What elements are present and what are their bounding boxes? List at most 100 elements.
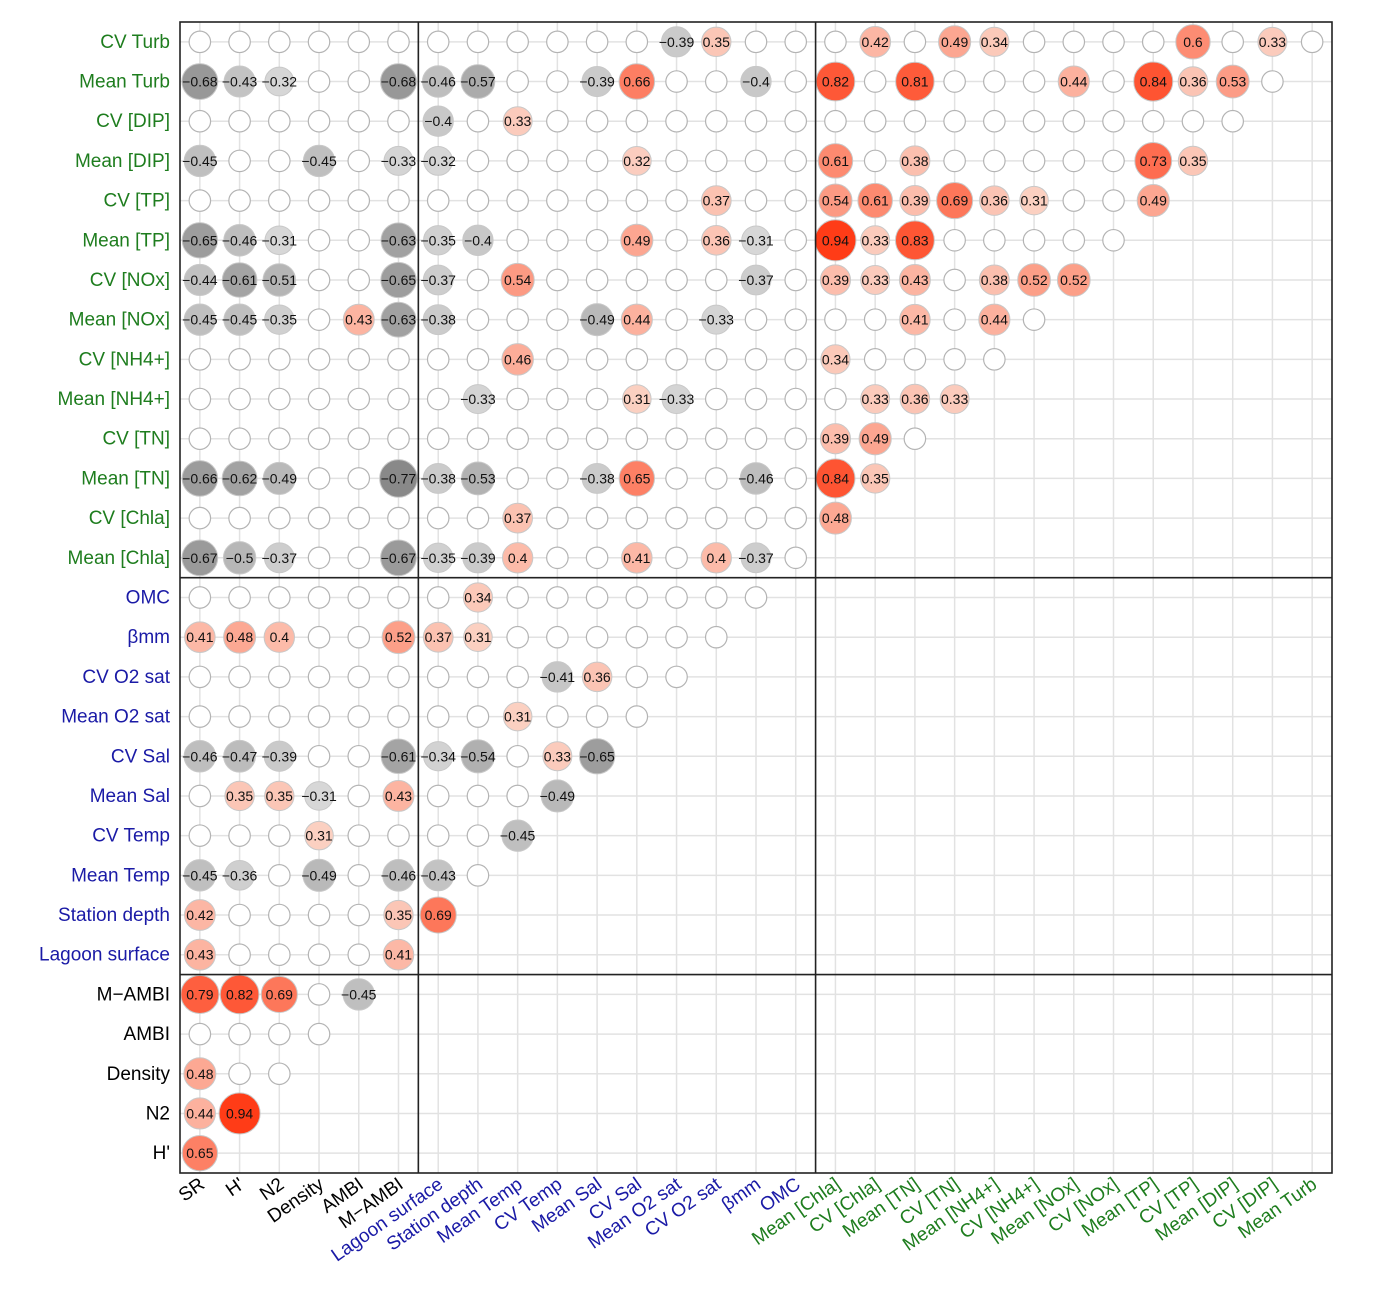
correlation-cell (307, 586, 331, 609)
empty-circle (665, 308, 688, 331)
correlation-cell (585, 387, 609, 411)
correlation-cell (784, 268, 808, 292)
empty-circle (665, 268, 688, 292)
value-label: 0.31 (623, 391, 650, 407)
empty-circle (1022, 109, 1046, 133)
y-label-cv-sal: CV Sal (111, 746, 170, 767)
correlation-cell: −0.39 (659, 26, 694, 58)
empty-circle (665, 189, 688, 212)
empty-circle (387, 665, 410, 689)
negative-circle (501, 819, 534, 852)
positive-circle (502, 106, 533, 137)
correlation-cell (784, 109, 808, 133)
correlation-cell (585, 228, 609, 252)
empty-circle (546, 387, 569, 411)
correlation-cell (267, 943, 291, 967)
empty-circle (347, 467, 371, 490)
empty-circle (784, 546, 808, 570)
value-label: −0.67 (182, 550, 218, 566)
correlation-cell (585, 348, 609, 371)
correlation-cell: 0.49 (858, 422, 892, 456)
correlation-cell: 0.84 (815, 458, 856, 499)
correlation-cell (1102, 30, 1125, 54)
correlation-cell (347, 228, 371, 252)
empty-circle (625, 268, 649, 292)
empty-circle (1102, 189, 1125, 212)
value-label: 0.65 (186, 1145, 213, 1161)
value-label: 0.94 (226, 1105, 253, 1121)
correlation-cell (665, 228, 688, 252)
positive-circle (620, 223, 654, 257)
empty-circle (943, 109, 966, 133)
empty-circle (744, 586, 768, 609)
positive-circle (618, 63, 656, 100)
correlation-cell (1062, 109, 1086, 133)
correlation-cell (744, 387, 768, 411)
correlation-cell (506, 665, 529, 689)
empty-circle (506, 308, 529, 331)
value-label: −0.57 (460, 74, 496, 90)
positive-circle (263, 621, 295, 653)
correlation-cell: 0.39 (819, 264, 852, 296)
correlation-cell (1102, 109, 1125, 133)
negative-circle (380, 301, 417, 338)
empty-circle (585, 705, 609, 728)
empty-circle (228, 903, 251, 927)
value-label: 0.33 (862, 272, 889, 288)
empty-circle (625, 189, 649, 212)
negative-circle (423, 542, 454, 573)
empty-circle (347, 387, 371, 411)
positive-circle (500, 262, 535, 298)
correlation-cell: −0.68 (380, 63, 417, 100)
value-label: −0.4 (742, 74, 770, 90)
positive-circle (936, 182, 974, 220)
y-label-cv-tp: CV [TP] (103, 191, 170, 212)
empty-circle (1022, 70, 1046, 93)
y-label-mean-o2-sat: Mean O2 sat (61, 707, 170, 728)
empty-circle (546, 586, 569, 609)
correlation-cell (426, 506, 450, 530)
value-label: −0.45 (182, 867, 218, 883)
value-label: 0.31 (464, 629, 491, 645)
correlation-cell (387, 506, 410, 530)
empty-circle (824, 387, 847, 411)
correlation-cell: −0.68 (181, 63, 219, 100)
empty-circle (188, 427, 212, 451)
correlation-cell (228, 665, 251, 689)
empty-circle (426, 586, 450, 609)
correlation-cell: 0.4 (501, 542, 534, 574)
correlation-cell (863, 149, 887, 173)
empty-circle (784, 387, 808, 411)
positive-circle (979, 185, 1010, 216)
negative-circle (380, 63, 417, 100)
value-label: −0.31 (301, 788, 337, 804)
negative-circle (423, 741, 454, 772)
positive-circle (621, 542, 653, 574)
x-label-mm: βmm (718, 1174, 765, 1216)
correlation-cell: −0.32 (262, 66, 297, 97)
empty-circle (704, 348, 728, 371)
positive-circle (304, 820, 334, 851)
empty-circle (307, 903, 331, 927)
correlation-cell: −0.45 (301, 144, 337, 178)
empty-circle (347, 109, 371, 133)
positive-circle (184, 621, 216, 653)
empty-circle (585, 387, 609, 411)
correlation-cell: 0.35 (701, 26, 732, 58)
empty-circle (665, 109, 688, 133)
value-label: 0.35 (226, 788, 253, 804)
correlation-cell: 0.65 (181, 1134, 219, 1172)
empty-circle (1062, 228, 1086, 252)
correlation-cell: 0.36 (899, 383, 931, 415)
negative-circle (223, 224, 256, 257)
correlation-cell: −0.45 (182, 144, 218, 178)
correlation-cell (387, 189, 410, 212)
positive-circle (181, 1134, 219, 1172)
value-label: −0.5 (226, 550, 254, 566)
correlation-cell (585, 427, 609, 451)
empty-circle (1062, 109, 1086, 133)
correlation-cell: 0.35 (383, 899, 414, 931)
empty-circle (625, 427, 649, 451)
correlation-cell: 0.33 (860, 384, 891, 415)
correlation-cell: 0.35 (224, 780, 255, 812)
